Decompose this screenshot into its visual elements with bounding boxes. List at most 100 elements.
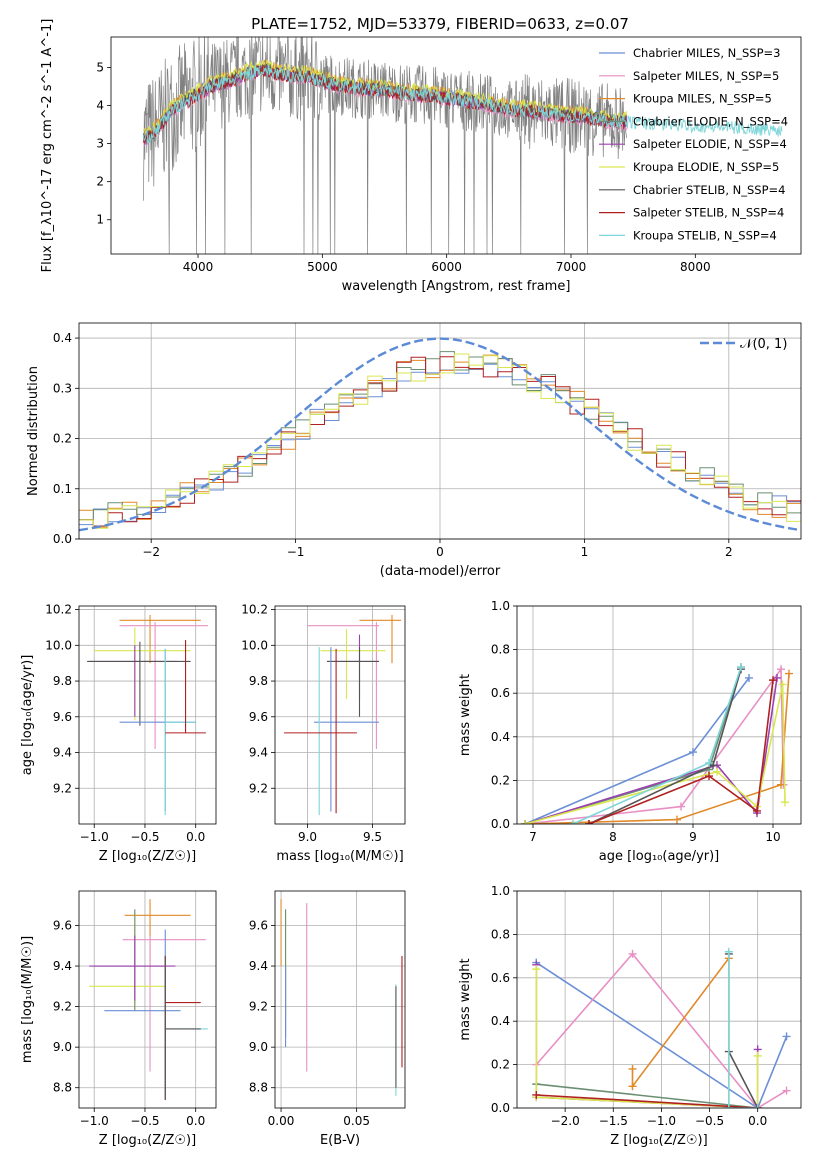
series-line: [524, 666, 785, 824]
x-tick-label: 9: [689, 830, 697, 844]
y-axis-label: mass weight: [458, 958, 473, 1040]
x-axis-label: Z [log₁₀(Z/Z☉)]: [610, 1133, 707, 1148]
y-tick-label: 9.2: [53, 1000, 72, 1014]
plus-marker: [753, 1051, 762, 1060]
y-tick-label: 1.0: [491, 884, 510, 898]
y-tick-label: 3: [96, 137, 104, 151]
y-tick-label: 0.0: [491, 1101, 510, 1115]
errorbar-point: [327, 647, 379, 717]
x-tick-label: 9.5: [363, 830, 382, 844]
y-tick-label: 9.6: [249, 918, 268, 932]
x-tick-label: −0.5: [130, 830, 159, 844]
series-line: [524, 666, 742, 824]
axes-frame: [78, 322, 802, 540]
x-tick-label: −1: [287, 545, 305, 559]
errorbar-point: [119, 614, 201, 664]
series-line: [524, 677, 778, 824]
axes-frame: [516, 890, 802, 1109]
y-tick-label: 0.2: [491, 1058, 510, 1072]
y-tick-label: 8.8: [53, 1081, 72, 1095]
plus-marker: [724, 1104, 733, 1108]
y-axis-label: age [log₁₀(age/yr)]: [20, 655, 35, 776]
plus-marker: [724, 947, 733, 956]
weight-series: [532, 1090, 762, 1108]
plus-marker: [777, 780, 785, 789]
plus-marker: [753, 806, 761, 815]
x-tick-label: 5000: [307, 260, 338, 274]
x-axis-label: age [log₁₀(age/yr)]: [599, 849, 720, 864]
y-tick-label: 0.8: [491, 927, 510, 941]
plus-marker: [628, 949, 637, 958]
legend-label: Salpeter STELIB, N_SSP=4: [633, 206, 784, 220]
plus-marker: [737, 663, 745, 672]
errorbar-point: [164, 648, 196, 816]
y-tick-label: 2: [96, 175, 104, 189]
plus-marker: [785, 669, 793, 678]
plus-marker: [778, 680, 787, 689]
errorbar-point: [164, 966, 208, 1096]
x-tick-label: 0.0: [186, 1114, 205, 1128]
y-tick-label: 0.2: [491, 773, 510, 787]
errorbar-point: [119, 622, 208, 749]
y-tick-label: 0.8: [491, 643, 510, 657]
weight-series: [532, 965, 762, 1108]
y-tick-label: 0.2: [53, 432, 72, 446]
weight-series: [585, 676, 777, 824]
y-tick-label: 9.4: [53, 959, 72, 973]
legend: 𝒩(0, 1): [700, 337, 787, 352]
y-tick-label: 0.0: [491, 817, 510, 831]
y-tick-label: 4: [96, 99, 104, 113]
x-tick-label: 8000: [680, 260, 711, 274]
y-tick-label: 9.0: [53, 1040, 72, 1054]
x-tick-label: −0.5: [130, 1114, 159, 1128]
x-tick-label: 6000: [431, 260, 462, 274]
plus-marker: [782, 1086, 791, 1095]
plus-marker: [782, 1032, 791, 1041]
y-tick-label: 9.6: [53, 918, 72, 932]
axes-frame: [78, 605, 217, 825]
legend: Chabrier MILES, N_SSP=3 Salpeter MILES, N…: [599, 46, 788, 242]
x-tick-label: 7: [529, 830, 537, 844]
y-tick-label: 0.6: [491, 971, 510, 985]
y-tick-label: 10.2: [45, 603, 72, 617]
errorbar-point: [94, 627, 191, 721]
errorbar-point: [104, 929, 181, 1078]
x-tick-label: 1: [581, 545, 589, 559]
plus-marker: [585, 820, 593, 824]
y-tick-label: 10.2: [241, 603, 268, 617]
errorbar-point: [314, 647, 379, 812]
plus-marker: [745, 673, 753, 682]
chart-mass-vs-Z: −1.0 −0.5 0.0 8.8 9.0 9.2 9.4 9.6 Z [log₁₀(Z/Z☉)…: [20, 890, 217, 1148]
y-tick-label: 8.8: [249, 1081, 268, 1095]
errorbar-point: [307, 622, 379, 749]
y-axis-label: Normed distribution: [26, 366, 41, 496]
normal-curve: [79, 337, 801, 532]
series-line: [588, 680, 774, 824]
chart-weight-vs-Z: −2.0 −1.5 −1.0 −0.5 0.0 0.0 0.2 0.4 0.6 0.8 1.0 Z […: [458, 884, 802, 1148]
x-tick-label: 9.0: [298, 830, 317, 844]
series-line: [728, 953, 759, 1108]
x-tick-label: 8: [609, 830, 617, 844]
y-tick-label: 9.0: [249, 1040, 268, 1054]
plus-marker: [781, 798, 789, 807]
x-axis-label: E(B-V): [320, 1133, 360, 1148]
y-tick-label: 9.2: [249, 781, 268, 795]
plus-marker: [628, 1082, 637, 1091]
series-line: [536, 1083, 758, 1108]
x-tick-label: −2: [142, 545, 160, 559]
plus-marker: [569, 820, 577, 824]
series-line: [524, 673, 790, 824]
plus-marker: [532, 965, 541, 974]
chart-age-vs-mass: 9.0 9.5 9.2 9.4 9.6 9.8 10.0 10.2 mass [log₁₀(M/…: [241, 603, 406, 864]
chart-residuals: −2 −1 0 1 2 0.0 0.1 0.2 0.3 0.4 (data-model)/error…: [26, 322, 802, 579]
x-tick-label: 0.0: [186, 830, 205, 844]
legend-label: Kroupa ELODIE, N_SSP=5: [633, 160, 779, 174]
y-tick-label: 0.4: [53, 331, 72, 345]
y-tick-label: 9.2: [53, 781, 72, 795]
plus-marker: [677, 802, 685, 811]
legend-label: 𝒩(0, 1): [740, 337, 787, 352]
y-tick-label: 9.8: [249, 674, 268, 688]
y-tick-label: 9.4: [53, 746, 72, 760]
errorbar-point: [164, 955, 201, 1100]
